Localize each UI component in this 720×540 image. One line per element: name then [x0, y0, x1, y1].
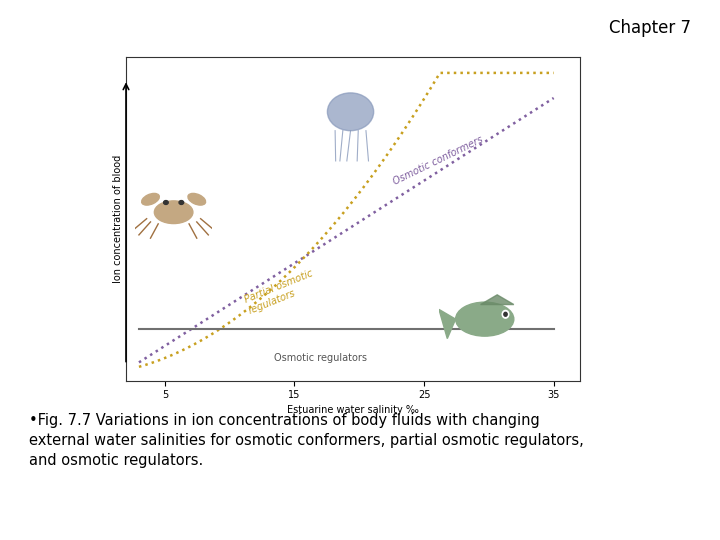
Text: Partial osmotic
regulators: Partial osmotic regulators — [243, 268, 318, 316]
Text: Osmotic conformers: Osmotic conformers — [392, 134, 485, 186]
Text: Osmotic regulators: Osmotic regulators — [274, 353, 367, 363]
X-axis label: Estuarine water salinity ‰: Estuarine water salinity ‰ — [287, 404, 419, 415]
Text: Chapter 7: Chapter 7 — [609, 19, 691, 37]
Y-axis label: Ion concentration of blood: Ion concentration of blood — [113, 154, 123, 283]
Text: •Fig. 7.7 Variations in ion concentrations of body fluids with changing
external: •Fig. 7.7 Variations in ion concentratio… — [29, 413, 583, 468]
